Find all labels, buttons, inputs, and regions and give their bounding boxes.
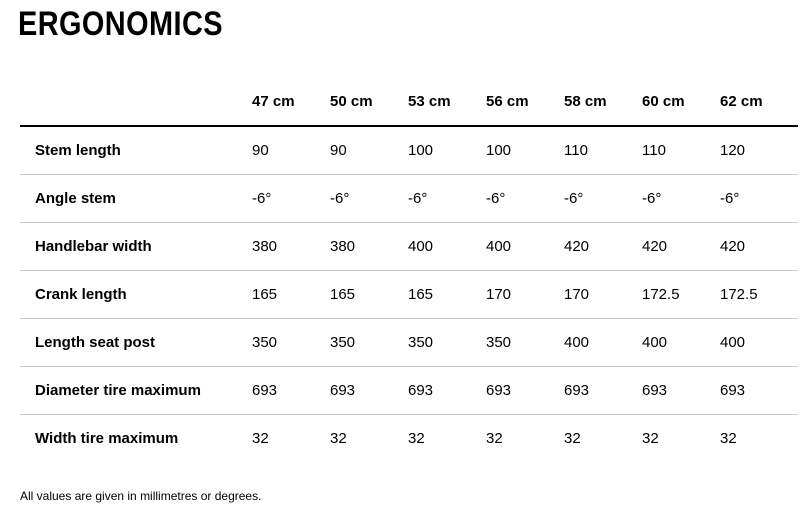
cell: 420 [642,237,668,255]
cell: 693 [642,381,668,399]
cell: 100 [408,141,434,159]
column-header: 56 cm [486,92,529,110]
cell: 420 [564,237,590,255]
cell: 693 [720,381,746,399]
cell: -6° [564,189,584,207]
cell: -6° [642,189,662,207]
column-header: 58 cm [564,92,607,110]
ergonomics-section: ERGONOMICS 47 cm 50 cm 53 cm 56 cm 58 cm 60 c… [0,5,811,521]
column-header: 53 cm [408,92,451,110]
cell: 693 [486,381,512,399]
column-header: 62 cm [720,92,763,110]
cell: 170 [486,285,512,303]
row-label: Diameter tire maximum [35,381,201,399]
cell: 420 [720,237,746,255]
cell: 170 [564,285,590,303]
cell: 400 [642,333,668,351]
cell: 32 [642,429,659,447]
cell: 350 [408,333,434,351]
page-title: ERGONOMICS [18,5,223,43]
cell: 90 [330,141,347,159]
row-label: Stem length [35,141,121,159]
cell: 32 [408,429,425,447]
cell: 380 [330,237,356,255]
cell: -6° [720,189,740,207]
cell: -6° [408,189,428,207]
cell: 165 [408,285,434,303]
column-header: 60 cm [642,92,685,110]
cell: -6° [252,189,272,207]
corner-cell [20,77,252,126]
table-row: Crank length 165 165 165 170 170 172.5 172.5 [20,270,798,318]
cell: 693 [252,381,278,399]
table-row: Handlebar width 380 380 400 400 420 420 420 [20,222,798,270]
cell: 110 [564,141,588,159]
cell: 350 [486,333,512,351]
cell: 32 [564,429,581,447]
row-label: Crank length [35,285,127,303]
cell: 693 [408,381,434,399]
cell: 90 [252,141,269,159]
cell: 400 [564,333,590,351]
table-row: Stem length 90 90 100 100 110 110 120 [20,126,798,174]
column-header: 47 cm [252,92,295,110]
cell: -6° [330,189,350,207]
cell: 350 [252,333,278,351]
cell: 172.5 [642,285,680,303]
cell: 693 [330,381,356,399]
cell: 120 [720,141,746,159]
cell: -6° [486,189,506,207]
row-label: Angle stem [35,189,116,207]
cell: 32 [252,429,269,447]
cell: 400 [720,333,746,351]
cell: 380 [252,237,278,255]
cell: 172.5 [720,285,758,303]
cell: 165 [330,285,356,303]
cell: 400 [486,237,512,255]
row-label: Handlebar width [35,237,152,255]
row-label: Width tire maximum [35,429,179,447]
cell: 32 [330,429,347,447]
table-footnote: All values are given in millimetres or d… [20,489,262,503]
row-label: Length seat post [35,333,156,351]
table-row: Width tire maximum 32 32 32 32 32 32 32 [20,414,798,462]
table-header: 47 cm 50 cm 53 cm 56 cm 58 cm 60 cm 62 cm [20,77,798,126]
table-row: Length seat post 350 350 350 350 400 400 400 [20,318,798,366]
cell: 693 [564,381,590,399]
table-row: Angle stem -6° -6° -6° -6° -6° -6° -6° [20,174,798,222]
table-body: Stem length 90 90 100 100 110 110 120 Angle stem… [20,126,798,462]
cell: 32 [720,429,737,447]
cell: 32 [486,429,503,447]
table-header-row: 47 cm 50 cm 53 cm 56 cm 58 cm 60 cm 62 cm [20,77,798,126]
cell: 350 [330,333,356,351]
cell: 400 [408,237,434,255]
column-header: 50 cm [330,92,373,110]
table-row: Diameter tire maximum 693 693 693 693 693 693 6… [20,366,798,414]
ergonomics-table: 47 cm 50 cm 53 cm 56 cm 58 cm 60 cm 62 cm Stem… [20,77,798,462]
cell: 100 [486,141,512,159]
cell: 165 [252,285,278,303]
cell: 110 [642,141,666,159]
